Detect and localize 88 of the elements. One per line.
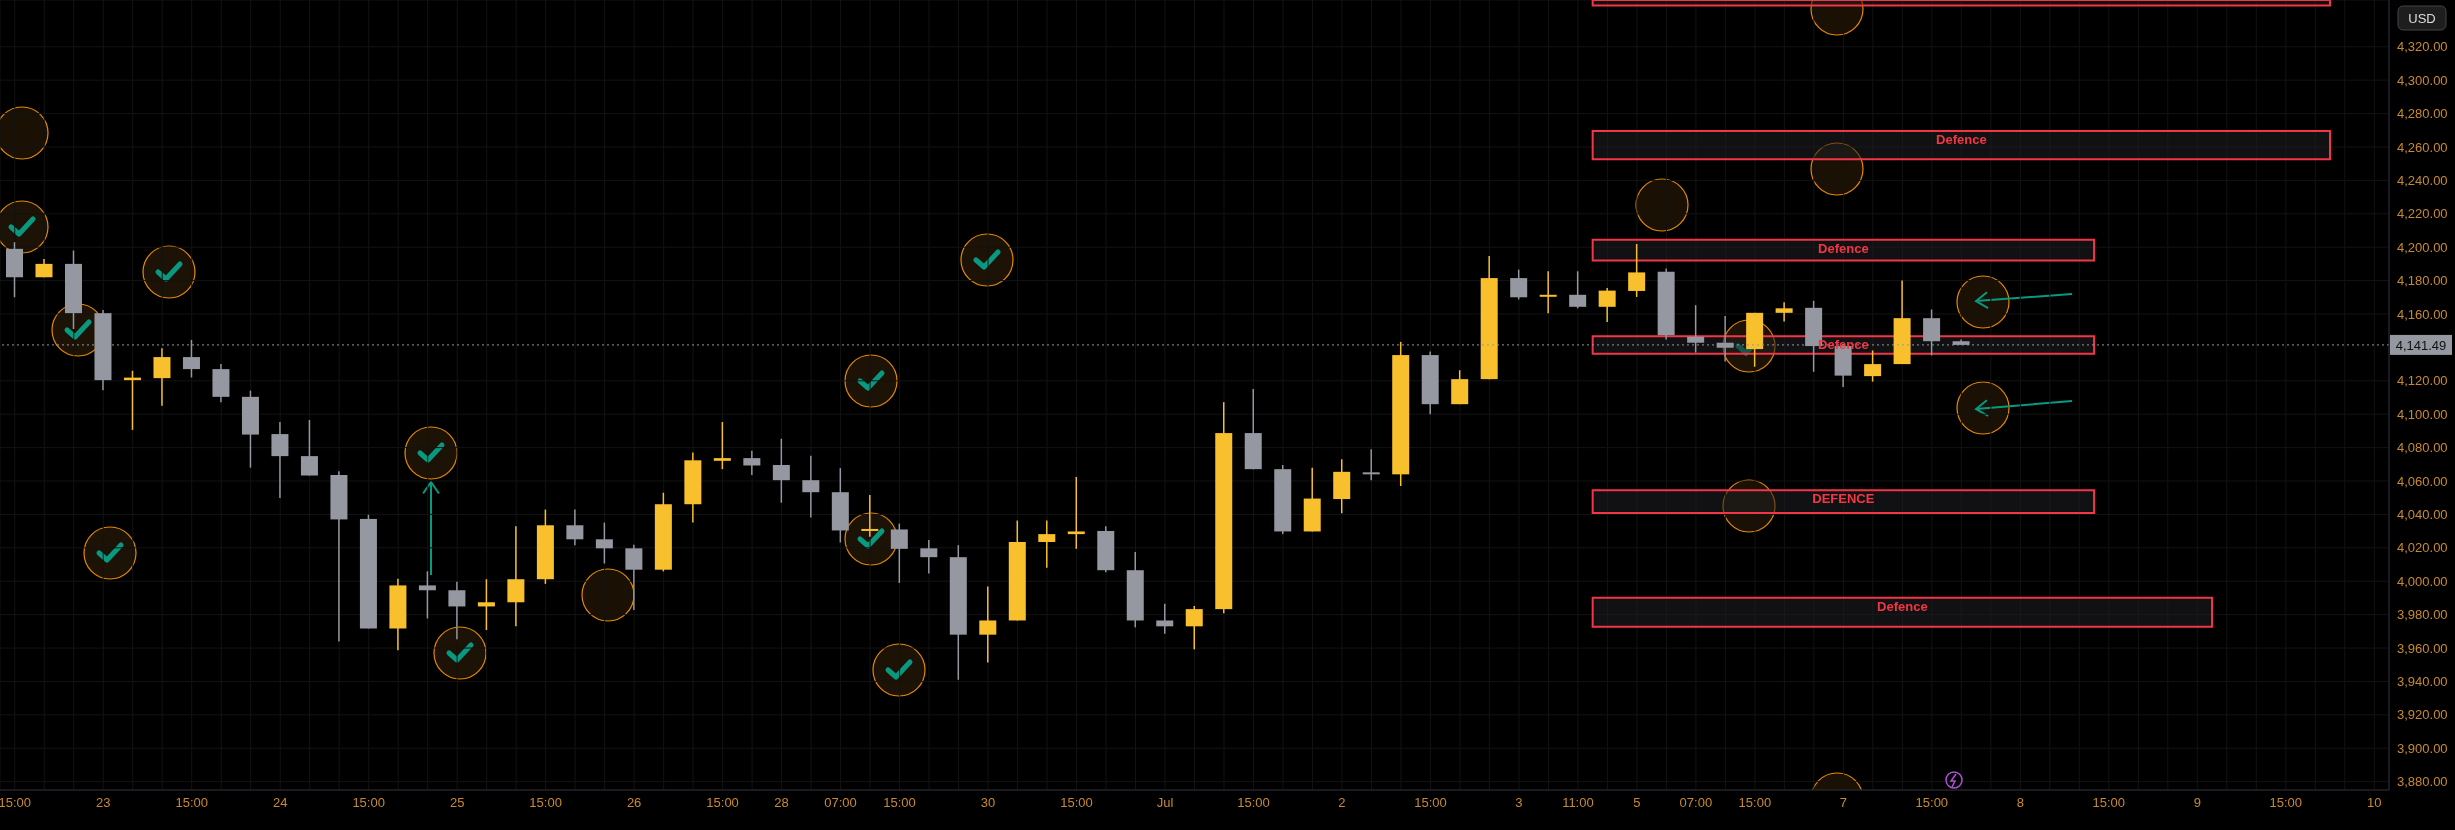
x-tick-label: 15:00 bbox=[883, 795, 916, 811]
band-label: Defence bbox=[1936, 132, 1987, 148]
y-tick-label: 4,060.00 bbox=[2397, 473, 2448, 489]
candlestick bbox=[625, 543, 643, 611]
x-tick-label: 07:00 bbox=[1679, 795, 1713, 811]
y-tick-label: 4,220.00 bbox=[2397, 206, 2448, 222]
candlestick bbox=[743, 450, 761, 476]
y-tick-label: 4,040.00 bbox=[2397, 507, 2448, 523]
y-tick-label: 4,260.00 bbox=[2397, 139, 2448, 155]
candlestick bbox=[920, 539, 938, 575]
candlestick bbox=[507, 525, 525, 628]
x-tick-label: 7 bbox=[1839, 795, 1847, 811]
candlestick bbox=[1569, 270, 1587, 310]
candlestick bbox=[595, 521, 613, 565]
x-tick-label: 10 bbox=[2367, 795, 2382, 811]
candlestick bbox=[1598, 287, 1616, 323]
x-tick-label: 23 bbox=[95, 795, 111, 811]
candlestick bbox=[477, 578, 495, 631]
candlestick bbox=[772, 438, 790, 504]
x-tick-label: 24 bbox=[272, 795, 288, 811]
candlestick bbox=[1156, 603, 1174, 635]
band-label: Defence bbox=[1818, 240, 1869, 256]
y-tick-label: 4,120.00 bbox=[2397, 373, 2448, 389]
candlestick bbox=[271, 421, 289, 499]
y-tick-label: 4,200.00 bbox=[2397, 239, 2448, 255]
x-tick-label: 07:00 bbox=[824, 795, 857, 811]
x-tick-label: 15:00 bbox=[2269, 795, 2303, 811]
x-tick-label: 25 bbox=[449, 795, 465, 811]
candlestick bbox=[1067, 476, 1085, 550]
x-tick-label: 3 bbox=[1515, 795, 1523, 811]
band-label: Defence bbox=[1877, 598, 1928, 614]
y-tick-label: 4,020.00 bbox=[2397, 540, 2448, 556]
x-tick-label: 15:00 bbox=[1414, 795, 1447, 811]
candlestick bbox=[979, 585, 997, 664]
x-tick-label: 15:00 bbox=[0, 795, 32, 811]
y-tick-label: 4,280.00 bbox=[2397, 106, 2448, 122]
x-tick-label: 15:00 bbox=[1237, 795, 1270, 811]
x-tick-label: 28 bbox=[774, 795, 789, 811]
y-tick-label: 4,180.00 bbox=[2397, 273, 2448, 289]
x-tick-label: 15:00 bbox=[529, 795, 562, 811]
candlestick bbox=[418, 570, 436, 620]
y-tick-label: 4,160.00 bbox=[2397, 306, 2448, 322]
x-tick-label: 11:00 bbox=[1562, 795, 1594, 811]
y-tick-label: 3,900.00 bbox=[2397, 740, 2448, 756]
x-tick-label: 26 bbox=[626, 795, 642, 811]
x-tick-label: 8 bbox=[2016, 795, 2024, 811]
y-tick-label: 4,000.00 bbox=[2397, 573, 2448, 589]
candlestick bbox=[1864, 349, 1882, 383]
candlestick bbox=[1362, 448, 1380, 481]
y-tick-label: 3,880.00 bbox=[2397, 774, 2448, 790]
candlestick bbox=[1775, 301, 1793, 323]
ref-line-label: 4,141.49 bbox=[2395, 337, 2447, 353]
y-tick-label: 4,240.00 bbox=[2397, 173, 2448, 188]
candlestick bbox=[890, 522, 908, 584]
y-tick-label: 4,080.00 bbox=[2397, 440, 2448, 456]
candlestick bbox=[1185, 605, 1203, 651]
y-tick-label: 3,920.00 bbox=[2397, 707, 2448, 723]
y-tick-label: 3,940.00 bbox=[2397, 674, 2448, 690]
x-tick-label: 15:00 bbox=[175, 795, 208, 811]
x-tick-label: 9 bbox=[2193, 795, 2201, 811]
band-label: DEFENCE bbox=[1812, 491, 1875, 507]
candlestick bbox=[153, 347, 171, 407]
y-tick-label: 4,100.00 bbox=[2397, 406, 2448, 422]
y-tick-label: 3,980.00 bbox=[2397, 607, 2448, 623]
x-tick-label: 15:00 bbox=[1915, 795, 1949, 811]
x-tick-label: 15:00 bbox=[2092, 795, 2126, 811]
x-tick-label: 30 bbox=[980, 795, 996, 811]
candlestick bbox=[802, 454, 820, 519]
x-tick-label: 15:00 bbox=[1060, 795, 1093, 811]
x-tick-label: 2 bbox=[1338, 795, 1346, 811]
candlestick bbox=[300, 419, 318, 477]
candlestick bbox=[1510, 268, 1528, 301]
x-tick-label: 15:00 bbox=[706, 795, 739, 811]
x-tick-label: 15:00 bbox=[1738, 795, 1772, 811]
x-tick-label: Jul bbox=[1156, 795, 1174, 811]
y-tick-label: 3,960.00 bbox=[2397, 640, 2448, 656]
candlestick bbox=[861, 494, 879, 538]
y-axis-title: USD bbox=[2408, 11, 2436, 26]
candlestick bbox=[713, 421, 731, 470]
candlestick bbox=[1628, 243, 1646, 298]
candlestick bbox=[566, 508, 584, 546]
candlestick bbox=[1038, 519, 1056, 569]
candlestick bbox=[448, 580, 466, 641]
x-tick-label: 15:00 bbox=[352, 795, 385, 811]
candlestick bbox=[1539, 270, 1557, 314]
x-tick-label: 5 bbox=[1633, 795, 1641, 811]
y-tick-label: 4,320.00 bbox=[2397, 39, 2448, 55]
y-tick-label: 4,300.00 bbox=[2397, 72, 2448, 88]
